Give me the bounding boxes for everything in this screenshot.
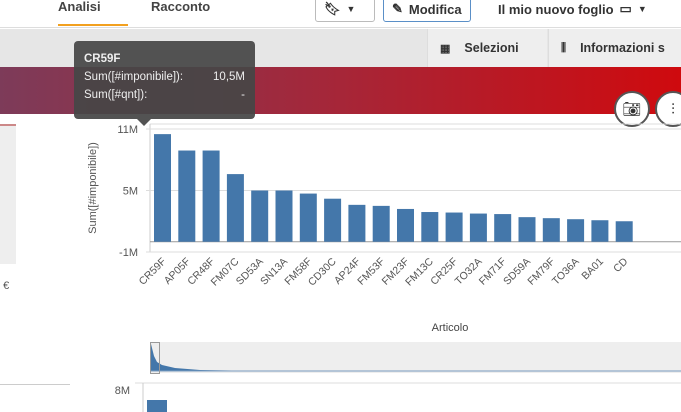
x-tick-label: TO36A [550, 256, 582, 288]
bar-CR25F [445, 212, 463, 242]
tooltip-value: 10,5M [213, 71, 245, 83]
insights-button[interactable]: ⫼ Informazioni s [548, 29, 681, 67]
x-tick-label: CR59F [137, 256, 169, 288]
x-tick-label: SD53A [234, 256, 266, 288]
bar-CD30C [324, 198, 342, 242]
bar-AP05F [178, 150, 196, 242]
tooltip-label: Sum([#qnt]): [84, 89, 148, 101]
left-panel [0, 124, 16, 264]
bar-FM13C [421, 212, 439, 242]
x-tick-label: CR25F [428, 256, 460, 288]
settings-button[interactable]: ⫶ [655, 91, 681, 127]
mini-chart-scrollbar [150, 342, 681, 373]
x-tick-label: FM71F [477, 256, 509, 288]
tab-analisi[interactable]: Analisi [58, 0, 128, 26]
mini-chart-overview [151, 344, 260, 371]
top-navigation: Analisi Racconto 🔖︎ ▼ ✎ Modifica Il mio nu… [0, 0, 681, 28]
bar-FM23F [397, 208, 414, 242]
bar-FM58F [299, 193, 317, 242]
x-tick-label: AP05F [162, 256, 193, 287]
bar-FM71F [494, 214, 512, 242]
bar-CD [615, 221, 633, 242]
second-chart-bar [147, 400, 167, 412]
x-tick-label: CD30C [306, 255, 339, 288]
left-divider [0, 384, 70, 385]
bar-TO32A [469, 213, 487, 242]
bar-AP24F [348, 204, 366, 242]
bookmark-icon: 🔖︎ [324, 1, 341, 16]
bar-CR48F [202, 150, 220, 242]
sheet-icon: ▭ [619, 1, 632, 16]
selections-icon: ▦ [440, 42, 451, 55]
bar-SD53A [251, 190, 269, 242]
bar-FM07C [226, 174, 244, 242]
scroll-handle[interactable] [150, 342, 160, 374]
chevron-down-icon: ▼ [346, 4, 356, 14]
selections-button[interactable]: ▦ Selezioni [427, 29, 547, 67]
x-tick-label: FM53F [355, 256, 387, 288]
x-tick-label: FM23F [380, 256, 412, 288]
bar-FM53F [372, 205, 390, 242]
chart-tooltip: CR59F Sum([#imponibile]): 10,5M Sum([#qnt… [74, 41, 255, 126]
bar-FM79F [542, 218, 560, 242]
y-tick-label: -1M [119, 247, 138, 259]
x-tick-label: FM79F [525, 256, 557, 288]
bar-SD59A [518, 217, 536, 242]
y-axis-title: Sum([#imponibile]) [87, 142, 99, 234]
insights-icon: ⫼ [561, 41, 567, 54]
left-kpi-value: 0 € [0, 280, 10, 292]
tooltip-value: - [241, 89, 245, 101]
edit-button[interactable]: ✎ Modifica [383, 0, 471, 22]
x-tick-label: SN13A [258, 256, 290, 288]
x-tick-label: FM58F [282, 256, 314, 288]
x-tick-label: FM13C [403, 255, 436, 288]
tooltip-title: CR59F [84, 53, 121, 65]
bar-CR59F [154, 134, 171, 242]
x-tick-label: SD59A [501, 256, 533, 288]
bar-BA01 [591, 220, 609, 242]
tab-racconto[interactable]: Racconto [151, 0, 211, 14]
x-tick-label: TO32A [453, 256, 485, 288]
x-tick-label: CR48F [185, 256, 217, 288]
sheet-selector[interactable]: Il mio nuovo foglio ▭ ▼ [490, 0, 655, 22]
tooltip-label: Sum([#imponibile]): [84, 71, 184, 83]
y-tick-label: 5M [123, 186, 138, 198]
bar-TO36A [567, 219, 585, 242]
snapshot-button[interactable]: 📷︎ [614, 91, 650, 127]
camera-icon: 📷︎ [622, 101, 642, 118]
x-tick-label: CD [611, 255, 631, 275]
x-tick-label: BA01 [579, 256, 606, 283]
tooltip-arrow [137, 119, 151, 126]
second-chart-y-tick: 8M [115, 385, 130, 397]
chevron-down-icon: ▼ [637, 4, 647, 14]
x-tick-label: FM07C [209, 255, 242, 288]
sliders-icon: ⫶ [671, 100, 675, 118]
bookmark-button[interactable]: 🔖︎ ▼ [315, 0, 375, 22]
x-axis-title: Articolo [432, 322, 469, 334]
pencil-icon: ✎ [392, 1, 403, 16]
x-tick-label: AP24F [332, 256, 363, 287]
y-tick-label: 11M [117, 124, 138, 136]
bar-SN13A [275, 190, 293, 242]
